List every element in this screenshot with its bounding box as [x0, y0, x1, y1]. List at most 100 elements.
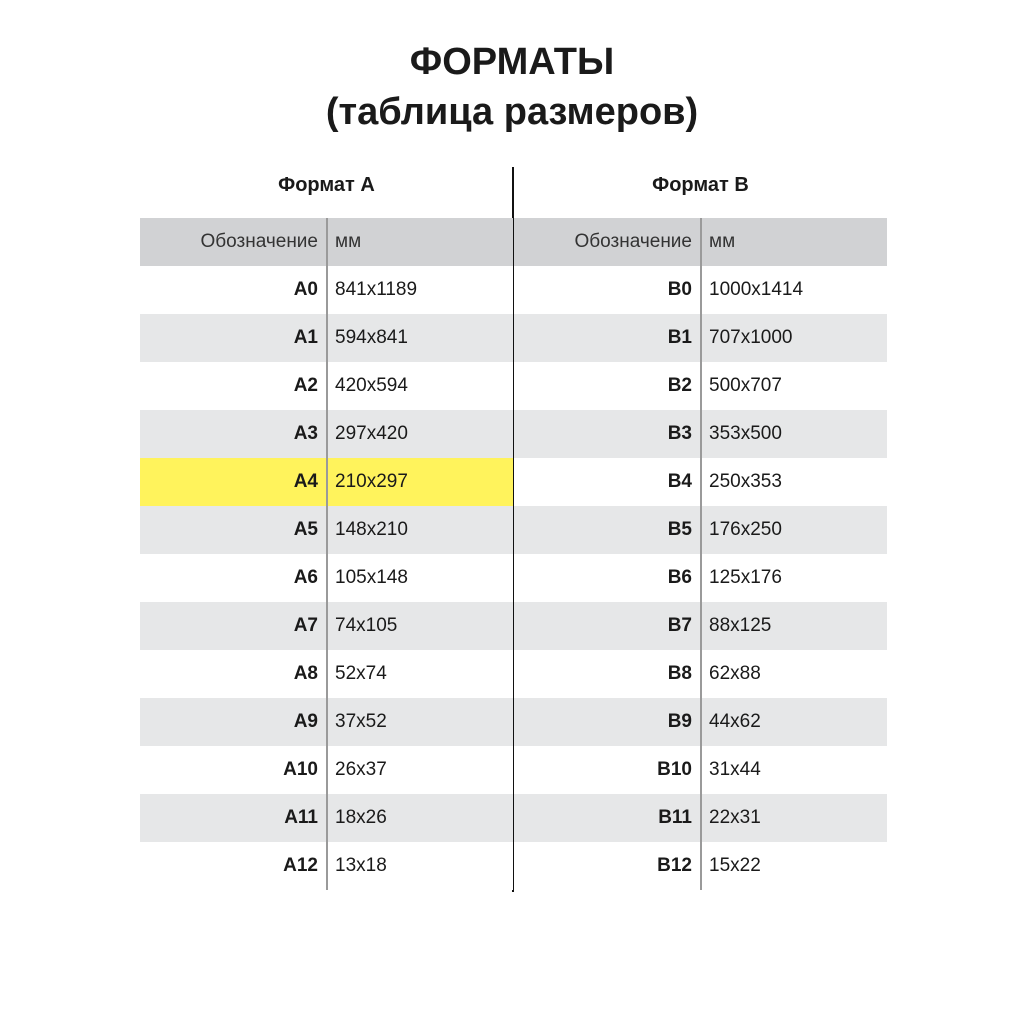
- table-row: A10 26x37: [140, 746, 513, 794]
- column-separator: [326, 602, 328, 650]
- format-designation: B6: [667, 567, 692, 588]
- format-designation: A5: [293, 519, 318, 540]
- format-designation: A7: [293, 615, 318, 636]
- column-separator: [700, 794, 702, 842]
- column-separator: [326, 554, 328, 602]
- table-row: B9 44x62: [514, 698, 887, 746]
- column-separator: [326, 266, 328, 314]
- format-size: 353x500: [709, 423, 782, 444]
- table-row: B7 88x125: [514, 602, 887, 650]
- column-separator: [326, 746, 328, 794]
- format-designation: B4: [667, 471, 692, 492]
- table-header-row: Обозначение мм: [140, 218, 513, 266]
- format-size: 88x125: [709, 615, 772, 636]
- column-separator: [700, 314, 702, 362]
- format-size: 297x420: [335, 423, 408, 444]
- format-size: 1000x1414: [709, 279, 804, 300]
- column-separator: [700, 650, 702, 698]
- table-row: A8 52x74: [140, 650, 513, 698]
- table-row: B0 1000x1414: [514, 266, 887, 314]
- format-size: 841x1189: [335, 279, 418, 300]
- format-designation: A1: [293, 327, 318, 348]
- table-row: A11 18x26: [140, 794, 513, 842]
- format-designation: A8: [293, 663, 318, 684]
- table-row: A5 148x210: [140, 506, 513, 554]
- format-size: 148x210: [335, 519, 408, 540]
- format-size: 44x62: [709, 711, 761, 732]
- column-separator: [700, 410, 702, 458]
- table-heading: Формат А: [278, 174, 375, 196]
- table-row: B4 250x353: [514, 458, 887, 506]
- format-size: 15x22: [709, 855, 761, 876]
- table-row: B6 125x176: [514, 554, 887, 602]
- column-separator: [326, 650, 328, 698]
- format-designation: B7: [667, 615, 692, 636]
- format-designation: B2: [667, 375, 692, 396]
- column-header-mm: мм: [709, 231, 736, 252]
- table-row: A12 13x18: [140, 842, 513, 890]
- column-separator: [700, 698, 702, 746]
- format-designation: A10: [283, 759, 318, 780]
- format-designation: B11: [658, 807, 692, 828]
- table-heading: Формат В: [652, 174, 749, 196]
- format-designation: A12: [283, 855, 318, 876]
- format-size: 62x88: [709, 663, 761, 684]
- format-size: 74x105: [335, 615, 398, 636]
- format-designation: B9: [667, 711, 692, 732]
- table-row: B8 62x88: [514, 650, 887, 698]
- format-designation: B1: [667, 327, 692, 348]
- column-separator: [326, 218, 328, 266]
- column-separator: [326, 698, 328, 746]
- format-designation: B0: [667, 279, 692, 300]
- column-separator: [326, 314, 328, 362]
- column-header-designation: Обозначение: [574, 231, 692, 252]
- format-size: 37x52: [335, 711, 387, 732]
- table-row: B3 353x500: [514, 410, 887, 458]
- format-a-table: Формат А Обозначение мм A0 841x1189 A1 5…: [140, 160, 513, 890]
- format-designation: B3: [667, 423, 692, 444]
- format-size: 707x1000: [709, 327, 793, 348]
- format-size: 22x31: [709, 807, 761, 828]
- table-divider: [512, 167, 514, 892]
- table-row: A3 297x420: [140, 410, 513, 458]
- format-designation: A0: [293, 279, 318, 300]
- format-designation: A6: [293, 567, 318, 588]
- page-subtitle: (таблица размеров): [325, 91, 699, 133]
- column-header-mm: мм: [335, 231, 362, 252]
- table-row: A9 37x52: [140, 698, 513, 746]
- table-row: B12 15x22: [514, 842, 887, 890]
- table-row: A7 74x105: [140, 602, 513, 650]
- column-separator: [700, 506, 702, 554]
- table-row: B2 500x707: [514, 362, 887, 410]
- format-designation: B10: [657, 759, 692, 780]
- table-row: A1 594x841: [140, 314, 513, 362]
- column-separator: [326, 842, 328, 890]
- table-row: A6 105x148: [140, 554, 513, 602]
- column-separator: [326, 362, 328, 410]
- column-separator: [700, 746, 702, 794]
- format-designation: B12: [657, 855, 692, 876]
- format-size: 105x148: [335, 567, 408, 588]
- format-designation: B5: [667, 519, 692, 540]
- format-designation: B8: [667, 663, 692, 684]
- format-b-table: Формат В Обозначение мм B0 1000x1414 B1 …: [514, 160, 887, 890]
- column-separator: [700, 218, 702, 266]
- table-row: A2 420x594: [140, 362, 513, 410]
- format-size: 594x841: [335, 327, 408, 348]
- format-designation: A2: [293, 375, 318, 396]
- format-size: 500x707: [709, 375, 782, 396]
- column-separator: [326, 410, 328, 458]
- table-header-row: Обозначение мм: [514, 218, 887, 266]
- format-designation: A3: [293, 423, 318, 444]
- format-size: 210x297: [335, 471, 408, 492]
- table-row: B10 31x44: [514, 746, 887, 794]
- format-size: 52x74: [335, 663, 387, 684]
- column-separator: [326, 506, 328, 554]
- column-separator: [700, 602, 702, 650]
- column-separator: [700, 842, 702, 890]
- format-designation: A4: [293, 471, 318, 492]
- table-row: B11 22x31: [514, 794, 887, 842]
- format-size: 420x594: [335, 375, 408, 396]
- format-size: 125x176: [709, 567, 782, 588]
- format-size: 176x250: [709, 519, 782, 540]
